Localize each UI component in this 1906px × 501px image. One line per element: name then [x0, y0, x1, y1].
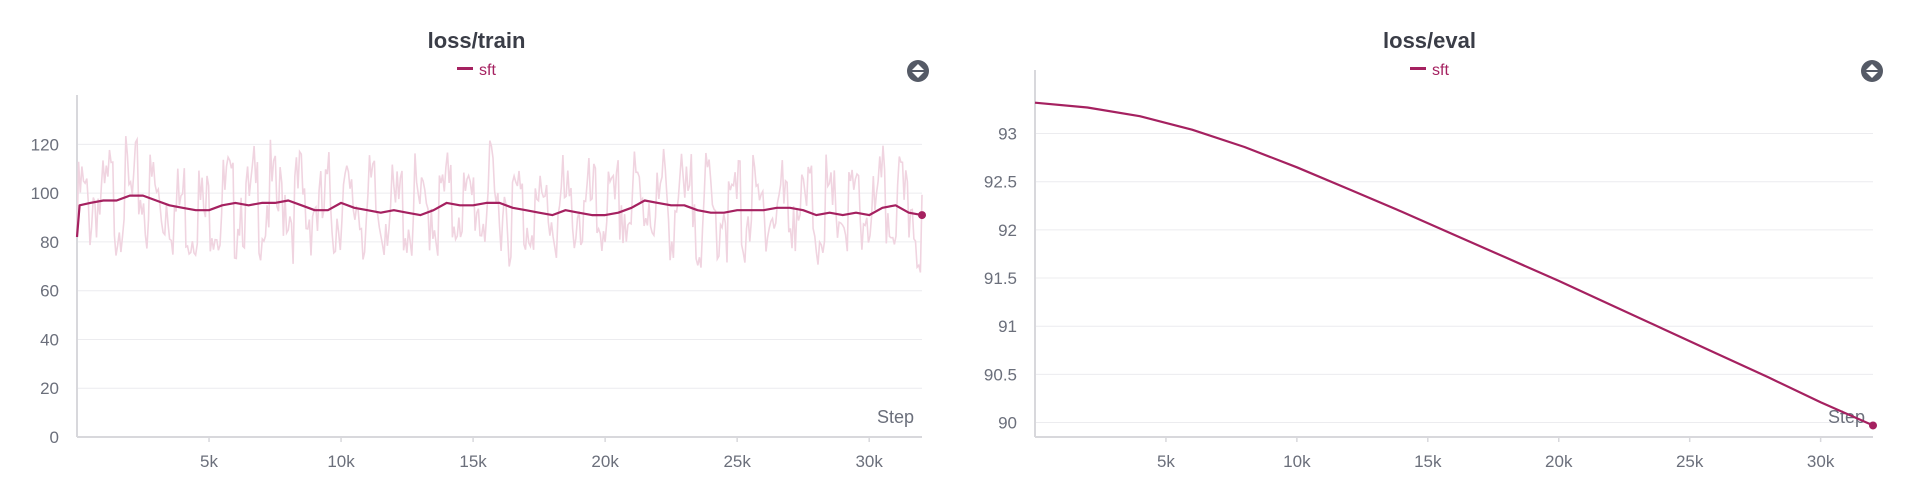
x-tick-label: 15k — [459, 452, 487, 471]
x-tick-label: 10k — [1283, 452, 1311, 471]
chart-legend[interactable]: sft — [0, 62, 953, 80]
x-tick-label: 25k — [723, 452, 751, 471]
y-tick-label: 60 — [40, 282, 59, 301]
series-line — [75, 194, 923, 238]
x-tick-label: 5k — [200, 452, 218, 471]
series-end-marker — [918, 211, 926, 220]
series-end-marker — [1869, 421, 1877, 430]
x-tick-label: 5k — [1157, 452, 1175, 471]
legend-swatch — [1410, 67, 1427, 71]
y-tick-label: 92 — [998, 221, 1017, 240]
x-axis-title: Step — [1828, 407, 1865, 427]
y-tick-label: 92.5 — [984, 173, 1017, 192]
y-tick-label: 20 — [40, 379, 59, 398]
chart-title: loss/train — [427, 28, 526, 53]
chart-legend[interactable]: sft — [953, 62, 1906, 80]
x-tick-label: 15k — [1414, 452, 1442, 471]
x-tick-label: 10k — [327, 452, 355, 471]
legend-swatch — [457, 67, 474, 71]
chart-title: loss/eval — [1383, 28, 1476, 53]
series-raw-line — [76, 136, 923, 273]
y-tick-label: 90.5 — [984, 365, 1017, 384]
x-tick-label: 20k — [591, 452, 619, 471]
chart-panel-loss-train: loss/train sft 0 20 40 60 80 100 120 5k 10k 15k 20… — [0, 28, 953, 471]
y-tick-label: 91 — [998, 317, 1017, 336]
panel-menu-icon[interactable] — [907, 60, 929, 82]
legend-label: sft — [1432, 62, 1449, 79]
y-tick-label: 80 — [40, 233, 59, 252]
x-tick-label: 20k — [1545, 452, 1573, 471]
chart-plot-loss-train: 0 20 40 60 80 100 120 5k 10k 15k 20k 25k 30k Step — [31, 95, 926, 471]
x-tick-label: 30k — [1807, 452, 1835, 471]
y-tick-label: 40 — [40, 330, 59, 349]
y-tick-label: 0 — [50, 428, 59, 447]
y-tick-label: 120 — [31, 135, 59, 154]
x-tick-label: 25k — [1676, 452, 1704, 471]
y-tick-label: 90 — [998, 414, 1017, 433]
y-tick-label: 100 — [31, 184, 59, 203]
x-axis-title: Step — [877, 407, 914, 427]
legend-label: sft — [479, 62, 496, 79]
series-line — [1034, 101, 1874, 427]
x-tick-label: 30k — [855, 452, 883, 471]
chart-plot-loss-eval: 90 90.5 91 91.5 92 92.5 93 5k 10k 15k 20k 25k 30k Ste… — [984, 70, 1877, 471]
chart-panel-loss-eval: loss/eval sft 90 90.5 91 91.5 92 92.5 93 5k 10k 1… — [953, 0, 1906, 501]
y-tick-label: 93 — [998, 125, 1017, 144]
y-tick-label: 91.5 — [984, 269, 1017, 288]
panel-menu-icon[interactable] — [1861, 60, 1883, 82]
